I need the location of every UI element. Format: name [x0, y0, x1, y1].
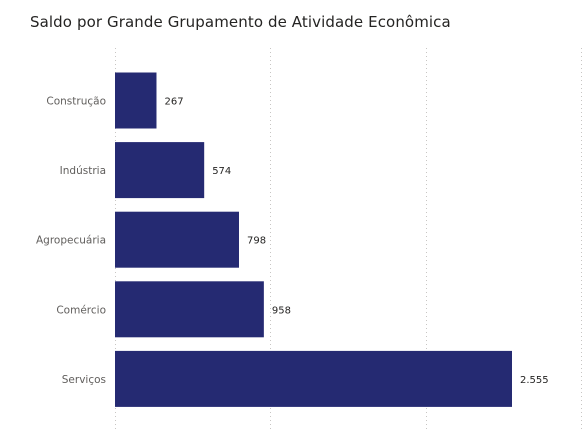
chart-title: Saldo por Grande Grupamento de Atividade…	[30, 13, 451, 31]
category-label: Indústria	[60, 165, 106, 177]
data-label: 2.555	[520, 375, 549, 386]
category-label: Construção	[46, 96, 106, 108]
bar	[115, 72, 157, 129]
category-label: Comércio	[56, 304, 106, 316]
bar	[115, 350, 512, 407]
data-label: 267	[164, 97, 183, 108]
category-label: Serviços	[62, 374, 106, 386]
category-label: Agropecuária	[36, 235, 106, 247]
data-label: 958	[272, 305, 291, 316]
data-label: 574	[212, 166, 231, 177]
bar	[115, 142, 205, 199]
bar	[115, 281, 264, 338]
bar	[115, 211, 239, 268]
data-label: 798	[247, 236, 266, 247]
